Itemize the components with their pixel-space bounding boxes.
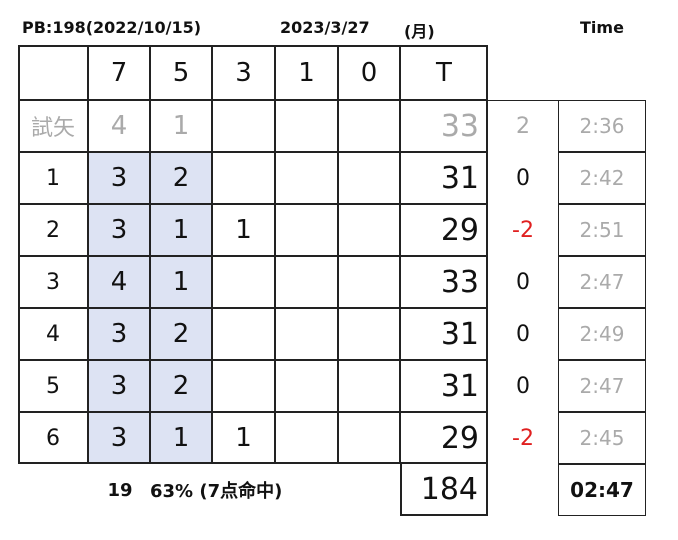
score-cell [275, 100, 338, 152]
time: 2:47 [558, 256, 646, 308]
diff-top-rule [488, 100, 558, 101]
rate: 63% (7点命中) [150, 481, 283, 502]
row-label: 6 [18, 412, 88, 464]
score-cell: 1 [212, 204, 275, 256]
time: 2:36 [558, 100, 646, 152]
row-label: 2 [18, 204, 88, 256]
score-cell: 2 [150, 152, 212, 204]
score-cell: 3 [88, 308, 150, 360]
score-cell: 4 [88, 100, 150, 152]
grand-total: 184 [400, 464, 488, 516]
row-total: 31 [400, 308, 488, 360]
time: 2:42 [558, 152, 646, 204]
hits: 19 [107, 479, 133, 501]
score-cell: 3 [88, 152, 150, 204]
time: 2:51 [558, 204, 646, 256]
diff: -2 [512, 217, 534, 243]
total-rule [399, 45, 401, 464]
time: 2:45 [558, 412, 646, 464]
score-cell [212, 100, 275, 152]
average-time: 02:47 [558, 464, 646, 516]
score-cell: 3 [88, 360, 150, 412]
score-cell [338, 256, 400, 308]
row-total: 29 [400, 412, 488, 464]
row-label: 3 [18, 256, 88, 308]
score-cell [212, 256, 275, 308]
score-cell: 1 [150, 256, 212, 308]
row-total: 29 [400, 204, 488, 256]
time: 2:47 [558, 360, 646, 412]
score-cell: 2 [150, 308, 212, 360]
row-total: 31 [400, 152, 488, 204]
score-cell [275, 360, 338, 412]
score-cell: 4 [88, 256, 150, 308]
row-label: 5 [18, 360, 88, 412]
score-cell [275, 412, 338, 464]
score-cell [338, 152, 400, 204]
date: 2023/3/27 [280, 18, 370, 37]
column-header: 5 [150, 45, 212, 100]
score-cell [338, 100, 400, 152]
practice-rule [18, 151, 488, 153]
score-cell: 1 [150, 204, 212, 256]
diff: 0 [516, 269, 530, 295]
score-cell [275, 152, 338, 204]
score-cell [212, 308, 275, 360]
score-cell: 2 [150, 360, 212, 412]
row-total: 33 [400, 256, 488, 308]
score-cell [275, 256, 338, 308]
score-cell [212, 360, 275, 412]
score-cell: 1 [212, 412, 275, 464]
score-cell [212, 152, 275, 204]
score-cell [338, 308, 400, 360]
row-label: 4 [18, 308, 88, 360]
score-cell: 3 [88, 412, 150, 464]
score-cell [338, 204, 400, 256]
diff: -2 [512, 425, 534, 451]
score-cell [275, 204, 338, 256]
score-cell [275, 308, 338, 360]
diff: 2 [516, 113, 530, 139]
personal-best: PB:198(2022/10/15) [22, 18, 202, 37]
corner-cell [18, 45, 88, 100]
score-cell [338, 360, 400, 412]
time-label: Time [580, 18, 624, 37]
diff: 0 [516, 321, 530, 347]
score-cell: 1 [150, 412, 212, 464]
header-rule [18, 99, 488, 101]
row-label: 1 [18, 152, 88, 204]
column-header: 3 [212, 45, 275, 100]
row-total: 33 [400, 100, 488, 152]
column-header: 0 [338, 45, 400, 100]
weekday: (月) [404, 22, 435, 41]
score-cell: 1 [150, 100, 212, 152]
diff: 0 [516, 165, 530, 191]
score-cell: 3 [88, 204, 150, 256]
score-cell [338, 412, 400, 464]
column-header: 7 [88, 45, 150, 100]
diff: 0 [516, 373, 530, 399]
row-label: 試矢 [18, 100, 88, 152]
column-header: T [400, 45, 488, 100]
column-header: 1 [275, 45, 338, 100]
row-total: 31 [400, 360, 488, 412]
time: 2:49 [558, 308, 646, 360]
